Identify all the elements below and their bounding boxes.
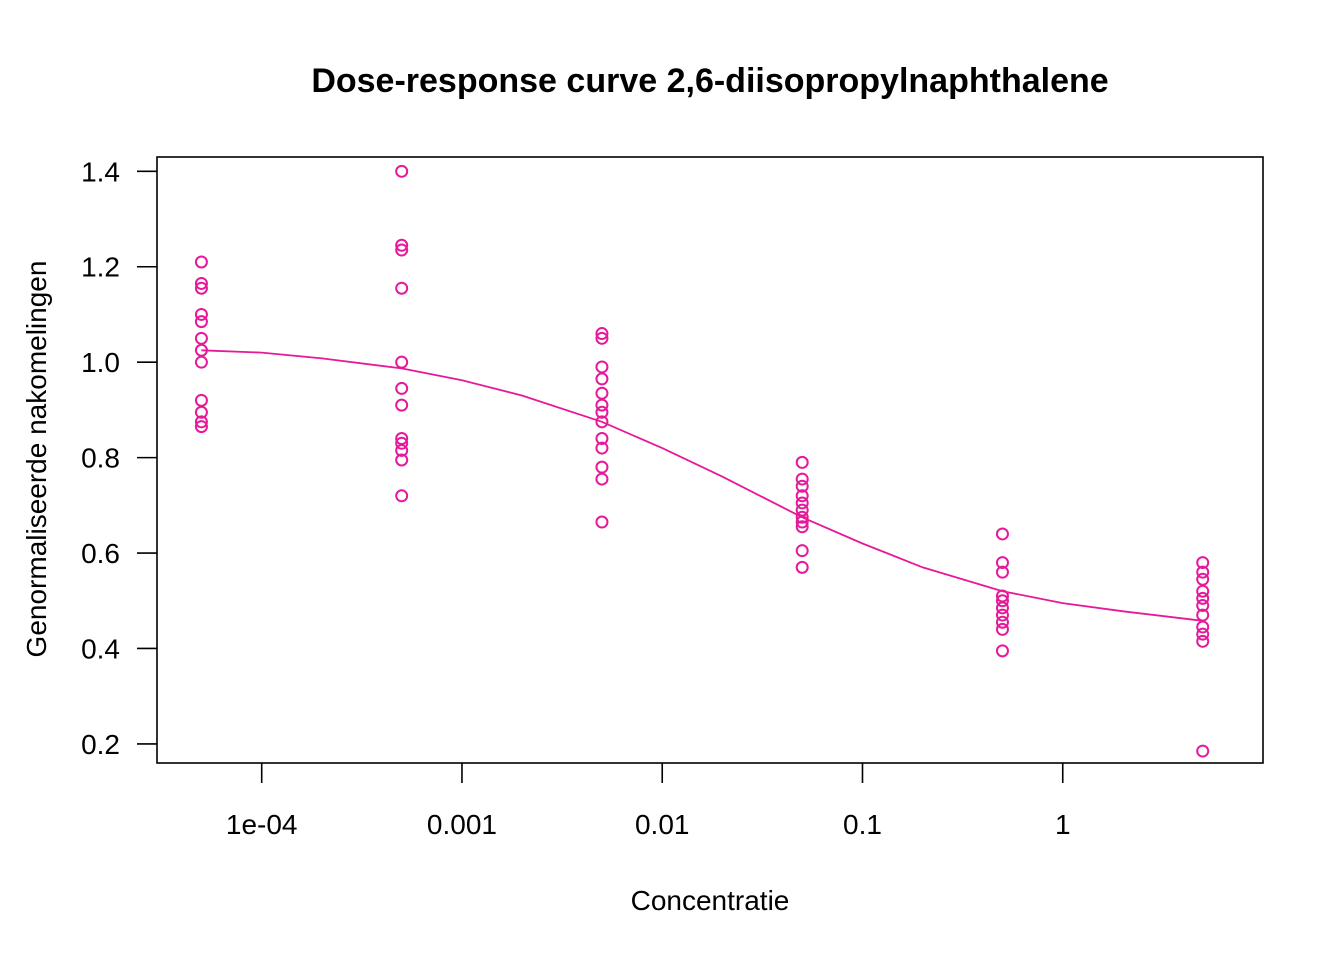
data-point [795,455,809,469]
chart-title: Dose-response curve 2,6-diisopropylnapht… [311,62,1108,100]
data-point [395,453,409,467]
data-point [395,238,409,252]
data-point [194,393,208,407]
data-point [595,472,609,486]
data-point [795,479,809,493]
data-point [595,327,609,341]
data-point [194,255,208,269]
data-point [595,360,609,374]
y-tick-label: 1.4 [81,156,120,187]
data-point [1196,634,1210,648]
data-point [1196,572,1210,586]
data-point [595,515,609,529]
y-axis: 0.2 0.4 0.6 0.8 1.0 1.2 1.4 [81,156,157,760]
data-point [595,372,609,386]
data-point [1196,584,1210,598]
x-tick-label: 0.1 [843,809,882,840]
data-point [795,560,809,574]
data-point [1196,599,1210,613]
data-points [194,164,1210,758]
data-point [995,594,1009,608]
data-point [194,405,208,419]
data-point [795,496,809,510]
x-axis-label: Concentratie [631,885,790,916]
y-axis-label: Genormaliseerde nakomelingen [21,261,52,658]
data-point [995,527,1009,541]
data-point [395,436,409,450]
data-point [1196,591,1210,605]
data-point [1196,627,1210,641]
data-point [194,281,208,295]
data-point [194,307,208,321]
data-point [995,565,1009,579]
data-point [395,164,409,178]
data-point [795,472,809,486]
data-point [595,460,609,474]
data-point [1196,744,1210,758]
data-point [595,405,609,419]
data-point [995,608,1009,622]
data-point [995,615,1009,629]
data-point [194,276,208,290]
data-point [395,281,409,295]
data-point [194,420,208,434]
data-point [395,398,409,412]
y-tick-label: 0.6 [81,538,120,569]
fit-curve [201,349,1203,622]
data-point [395,489,409,503]
data-point [595,432,609,446]
y-tick-label: 0.4 [81,633,120,664]
x-tick-label: 0.001 [427,809,497,840]
data-point [795,489,809,503]
data-point [194,355,208,369]
data-point [795,544,809,558]
x-tick-label: 1e-04 [226,809,298,840]
data-point [795,520,809,534]
y-tick-label: 0.2 [81,729,120,760]
data-point [995,601,1009,615]
fit-curve-group [201,349,1203,622]
y-tick-label: 1.2 [81,252,120,283]
x-tick-label: 1 [1055,809,1071,840]
data-point [595,386,609,400]
data-point [395,355,409,369]
data-point [995,622,1009,636]
data-point [395,443,409,457]
data-point [795,510,809,524]
data-point [395,243,409,257]
data-point [995,644,1009,658]
y-tick-label: 0.8 [81,443,120,474]
y-tick-label: 1.0 [81,347,120,378]
x-tick-label: 0.01 [635,809,690,840]
data-point [595,415,609,429]
data-point [194,331,208,345]
data-point [194,415,208,429]
plot-frame [156,156,1264,764]
data-point [1196,620,1210,634]
data-point [1196,565,1210,579]
data-point [395,381,409,395]
data-point [595,331,609,345]
data-point [995,556,1009,570]
data-point [194,315,208,329]
data-point [595,441,609,455]
data-point [1196,556,1210,570]
x-axis: 1e-04 0.001 0.01 0.1 1 [226,763,1071,840]
data-point [595,398,609,412]
